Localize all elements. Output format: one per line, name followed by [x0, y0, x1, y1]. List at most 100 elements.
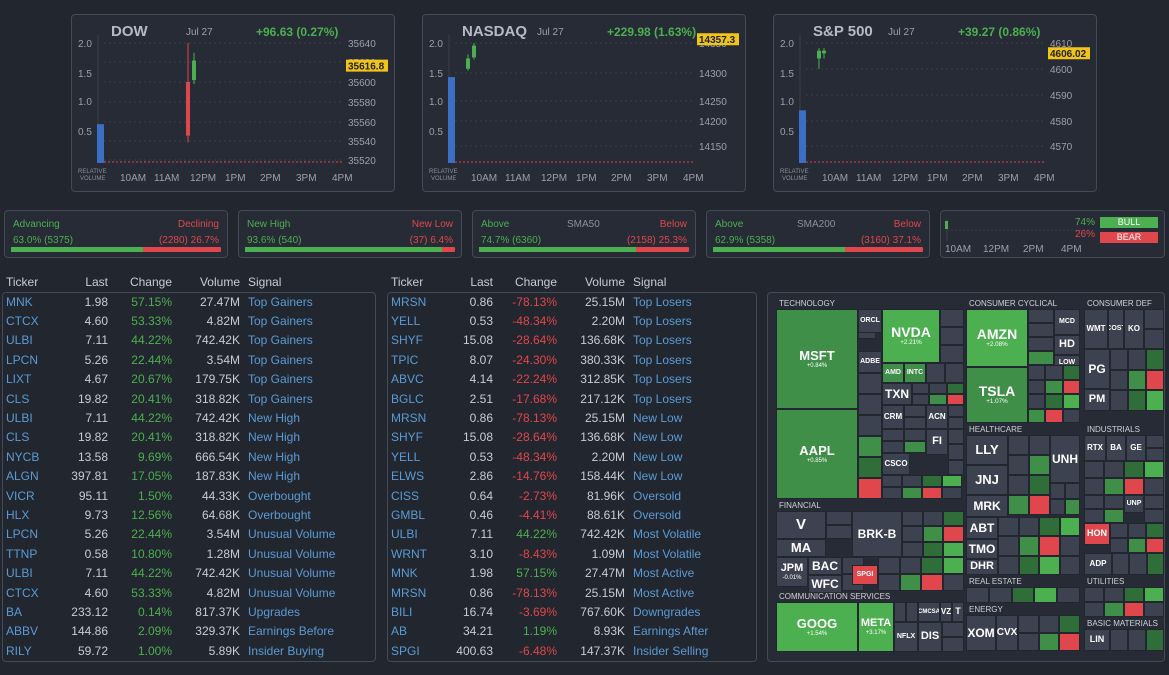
- ticker-cell[interactable]: RILY: [6, 643, 32, 658]
- heatmap-small-tile[interactable]: [966, 587, 989, 603]
- heatmap-small-tile[interactable]: [1038, 633, 1060, 651]
- heatmap-small-tile[interactable]: [1028, 394, 1046, 409]
- heatmap-small-tile[interactable]: [1104, 602, 1124, 617]
- signal-cell[interactable]: Earnings After: [633, 624, 709, 639]
- heatmap-tile[interactable]: BAC: [808, 557, 842, 575]
- signal-cell[interactable]: Overbought: [248, 488, 311, 503]
- ticker-cell[interactable]: CLS: [6, 391, 30, 406]
- signal-cell[interactable]: Upgrades: [248, 604, 301, 619]
- heatmap-small-tile[interactable]: [1018, 555, 1039, 575]
- signal-cell[interactable]: Top Gainers: [248, 391, 313, 406]
- ticker-cell[interactable]: YELL: [391, 449, 421, 464]
- heatmap-tile[interactable]: LLY: [966, 435, 1008, 465]
- table-row[interactable]: TTNP 0.58 10.80% 1.28M Unusual Volume: [2, 544, 374, 563]
- heatmap-small-tile[interactable]: [943, 541, 964, 557]
- ticker-cell[interactable]: LPCN: [6, 352, 39, 367]
- ticker-cell[interactable]: ABBV: [6, 624, 39, 639]
- heatmap-small-tile[interactable]: [858, 457, 882, 478]
- advancing-declining-panel[interactable]: Advancing Declining 63.0% (5375) (2280) …: [4, 210, 228, 258]
- table-row[interactable]: GMBL 0.46 -4.41% 88.61K Oversold: [387, 505, 755, 524]
- heatmap-small-tile[interactable]: [926, 363, 945, 383]
- table-row[interactable]: CLS 19.82 20.41% 318.82K New High: [2, 428, 374, 447]
- heatmap-small-tile[interactable]: [1045, 379, 1063, 394]
- heatmap-small-tile[interactable]: [904, 405, 926, 417]
- heatmap-tile[interactable]: SPGI: [852, 565, 878, 585]
- heatmap-small-tile[interactable]: [1028, 351, 1054, 365]
- ticker-cell[interactable]: WRNT: [391, 546, 427, 561]
- heatmap-small-tile[interactable]: [1128, 523, 1146, 538]
- heatmap-tile[interactable]: ABT: [966, 517, 998, 539]
- heatmap-small-tile[interactable]: [1029, 435, 1050, 455]
- heatmap-small-tile[interactable]: [1144, 461, 1164, 478]
- ticker-cell[interactable]: CISS: [391, 488, 420, 503]
- heatmap-small-tile[interactable]: [1124, 587, 1144, 602]
- heatmap-small-tile[interactable]: [858, 394, 882, 415]
- heatmap-small-tile[interactable]: [1028, 379, 1046, 394]
- signal-cell[interactable]: Top Losers: [633, 372, 692, 387]
- heatmap-small-tile[interactable]: [1008, 455, 1029, 475]
- heatmap-small-tile[interactable]: [1028, 323, 1054, 337]
- ticker-cell[interactable]: ALGN: [6, 469, 39, 484]
- dow-chart-panel[interactable]: DOW Jul 27 +96.63 (0.27%) 2.0 1.5 1.0 0.5 RE…: [71, 14, 395, 192]
- heatmap-tile[interactable]: FI: [926, 429, 948, 455]
- heatmap-small-tile[interactable]: [894, 602, 906, 622]
- table-row[interactable]: YELL 0.53 -48.34% 2.20M Top Losers: [387, 311, 755, 330]
- table-row[interactable]: SPGI 400.63 -6.48% 147.37K Insider Selling: [387, 641, 755, 660]
- heatmap-small-tile[interactable]: [882, 429, 904, 441]
- heatmap-small-tile[interactable]: [948, 429, 964, 445]
- heatmap-small-tile[interactable]: [882, 487, 902, 499]
- col-last[interactable]: Last: [85, 275, 108, 289]
- ticker-cell[interactable]: ULBI: [6, 333, 33, 348]
- heatmap-tile[interactable]: BRK-B: [852, 511, 902, 557]
- heatmap-small-tile[interactable]: [1144, 309, 1164, 329]
- table-row[interactable]: ULBI 7.11 44.22% 742.42K New High: [2, 408, 374, 427]
- table-row[interactable]: MNK 1.98 57.15% 27.47M Most Active: [387, 563, 755, 582]
- signal-cell[interactable]: Oversold: [633, 488, 682, 503]
- heatmap-small-tile[interactable]: [922, 541, 944, 557]
- heatmap-small-tile[interactable]: [943, 526, 964, 542]
- heatmap-small-tile[interactable]: [858, 436, 882, 457]
- table-row[interactable]: ULBI 7.11 44.22% 742.42K Most Volatile: [387, 525, 755, 544]
- sp500-chart-panel[interactable]: S&P 500 Jul 27 +39.27 (0.86%) 2.0 1.5 1.0 0…: [773, 14, 1097, 192]
- table-row[interactable]: LPCN 5.26 22.44% 3.54M Unusual Volume: [2, 525, 374, 544]
- heatmap-small-tile[interactable]: [1146, 523, 1164, 538]
- table-row[interactable]: ALGN 397.81 17.05% 187.83K New High: [2, 467, 374, 486]
- ticker-cell[interactable]: CTCX: [6, 314, 39, 329]
- heatmap-tile[interactable]: COST: [1108, 309, 1124, 349]
- col-signal[interactable]: Signal: [248, 275, 282, 289]
- heatmap-small-tile[interactable]: [1059, 633, 1080, 651]
- heatmap-small-tile[interactable]: [942, 475, 962, 487]
- heatmap-small-tile[interactable]: [946, 383, 964, 394]
- signal-cell[interactable]: Most Volatile: [633, 527, 702, 542]
- heatmap-small-tile[interactable]: [1144, 495, 1164, 509]
- heatmap-small-tile[interactable]: [1110, 390, 1128, 411]
- heatmap-small-tile[interactable]: [1104, 461, 1124, 478]
- heatmap-tile[interactable]: TSLA +1.07%: [966, 367, 1028, 423]
- heatmap-tile[interactable]: KO: [1124, 309, 1144, 349]
- table-row[interactable]: HLX 9.73 12.56% 64.68K Overbought: [2, 505, 374, 524]
- signal-cell[interactable]: Unusual Volume: [248, 527, 336, 542]
- heatmap-small-tile[interactable]: [1029, 455, 1050, 475]
- heatmap-small-tile[interactable]: [1065, 483, 1080, 499]
- ticker-cell[interactable]: GMBL: [391, 507, 426, 522]
- col-last[interactable]: Last: [470, 275, 493, 289]
- ticker-cell[interactable]: LIXT: [6, 372, 32, 387]
- heatmap-small-tile[interactable]: [1039, 536, 1060, 556]
- col-volume[interactable]: Volume: [584, 275, 625, 289]
- col-signal[interactable]: Signal: [633, 275, 667, 289]
- signal-cell[interactable]: New High: [248, 449, 301, 464]
- ticker-cell[interactable]: MNK: [391, 566, 418, 581]
- table-row[interactable]: RILY 59.72 1.00% 5.89K Insider Buying: [2, 641, 374, 660]
- heatmap-tile[interactable]: JNJ: [966, 465, 1008, 495]
- heatmap-small-tile[interactable]: [878, 574, 900, 591]
- heatmap-small-tile[interactable]: [1128, 349, 1146, 370]
- heatmap-small-tile[interactable]: [942, 622, 964, 637]
- heatmap-small-tile[interactable]: [904, 429, 926, 441]
- heatmap-small-tile[interactable]: [858, 478, 882, 499]
- ticker-cell[interactable]: MRSN: [391, 411, 427, 426]
- heatmap-tile[interactable]: LIN: [1084, 629, 1110, 651]
- heatmap-small-tile[interactable]: [1062, 379, 1080, 394]
- signal-cell[interactable]: Top Losers: [633, 333, 692, 348]
- heatmap-tile[interactable]: ADBE: [858, 351, 882, 373]
- ticker-cell[interactable]: MRSN: [391, 585, 427, 600]
